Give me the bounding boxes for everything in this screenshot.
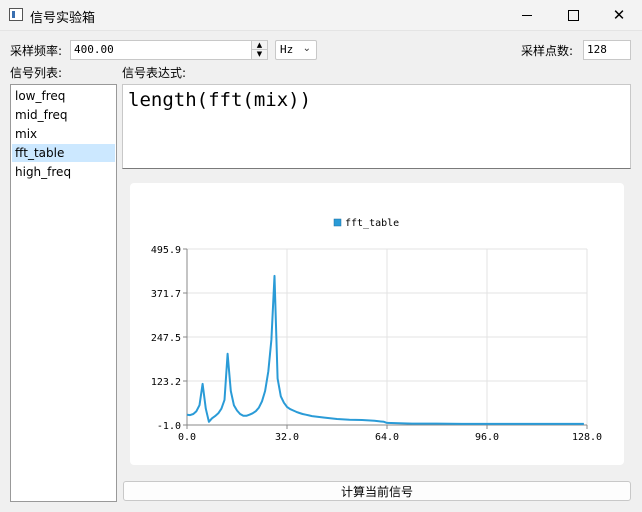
list-item-mid-freq[interactable]: mid_freq [15,108,68,122]
sample-points-label: 采样点数: [521,44,574,58]
chart-grid [186,248,588,426]
compute-button[interactable]: 计算当前信号 [123,481,631,501]
chart-axes [183,248,588,429]
chart-legend: fft_table [333,218,399,229]
close-icon: ✕ [612,6,626,24]
list-item-low-freq[interactable]: low_freq [15,89,66,103]
y-tick-label: 247.5 [151,333,181,344]
window-title: 信号实验箱 [30,11,96,26]
y-tick-label: 123.2 [151,377,181,388]
legend-label-fft-table: fft_table [345,218,399,229]
sample-rate-value[interactable]: 400.00 [74,43,114,56]
sample-points-value[interactable]: 128 [587,43,607,56]
list-item-mix[interactable]: mix [15,127,38,141]
minimize-button[interactable] [504,0,550,31]
close-button[interactable]: ✕ [596,0,642,31]
x-tick-label: 128.0 [572,432,602,443]
list-item-high-freq[interactable]: high_freq [15,165,72,179]
chart-panel: fft_table -1.0 123.2 247.5 371.7 495.9 0… [130,183,624,465]
app-icon [9,8,23,21]
unit-value: Hz [280,43,294,56]
sample-points-input[interactable]: 128 [583,40,631,60]
spin-up-icon[interactable]: ▲ [252,41,267,50]
x-tick-labels: 0.0 32.0 64.0 96.0 128.0 [178,432,602,443]
y-tick-label: 495.9 [151,245,181,256]
y-tick-labels: -1.0 123.2 247.5 371.7 495.9 [151,245,181,432]
unit-select[interactable]: Hz ⌄ [275,40,317,60]
title-bar: 信号实验箱 ✕ [0,0,642,31]
maximize-icon [567,10,579,21]
minimize-icon [522,15,532,16]
spin-buttons: ▲ ▼ [251,41,267,59]
signal-list[interactable]: low_freq mid_freq mix fft_table high_fre… [10,84,117,502]
sample-rate-label: 采样频率: [10,44,63,58]
x-tick-label: 64.0 [375,432,399,443]
list-item-fft-table[interactable]: fft_table [12,144,115,162]
y-tick-label: 371.7 [151,289,181,300]
x-tick-label: 32.0 [275,432,299,443]
x-tick-label: 0.0 [178,432,196,443]
maximize-button[interactable] [550,0,596,31]
x-tick-label: 96.0 [475,432,499,443]
expression-label: 信号表达式: [122,66,187,80]
chevron-down-icon: ⌄ [302,43,311,54]
fft-chart: fft_table -1.0 123.2 247.5 371.7 495.9 0… [151,218,602,443]
spin-down-icon[interactable]: ▼ [256,50,263,58]
signal-list-label: 信号列表: [10,66,63,80]
expression-text[interactable]: length(fft(mix)) [128,89,312,111]
expression-editor[interactable]: length(fft(mix)) [122,84,631,169]
y-tick-label: -1.0 [157,421,181,432]
legend-swatch [333,218,342,227]
series-line-fft-table [186,274,584,425]
sample-rate-spinbox[interactable]: 400.00 ▲ ▼ [70,40,268,60]
